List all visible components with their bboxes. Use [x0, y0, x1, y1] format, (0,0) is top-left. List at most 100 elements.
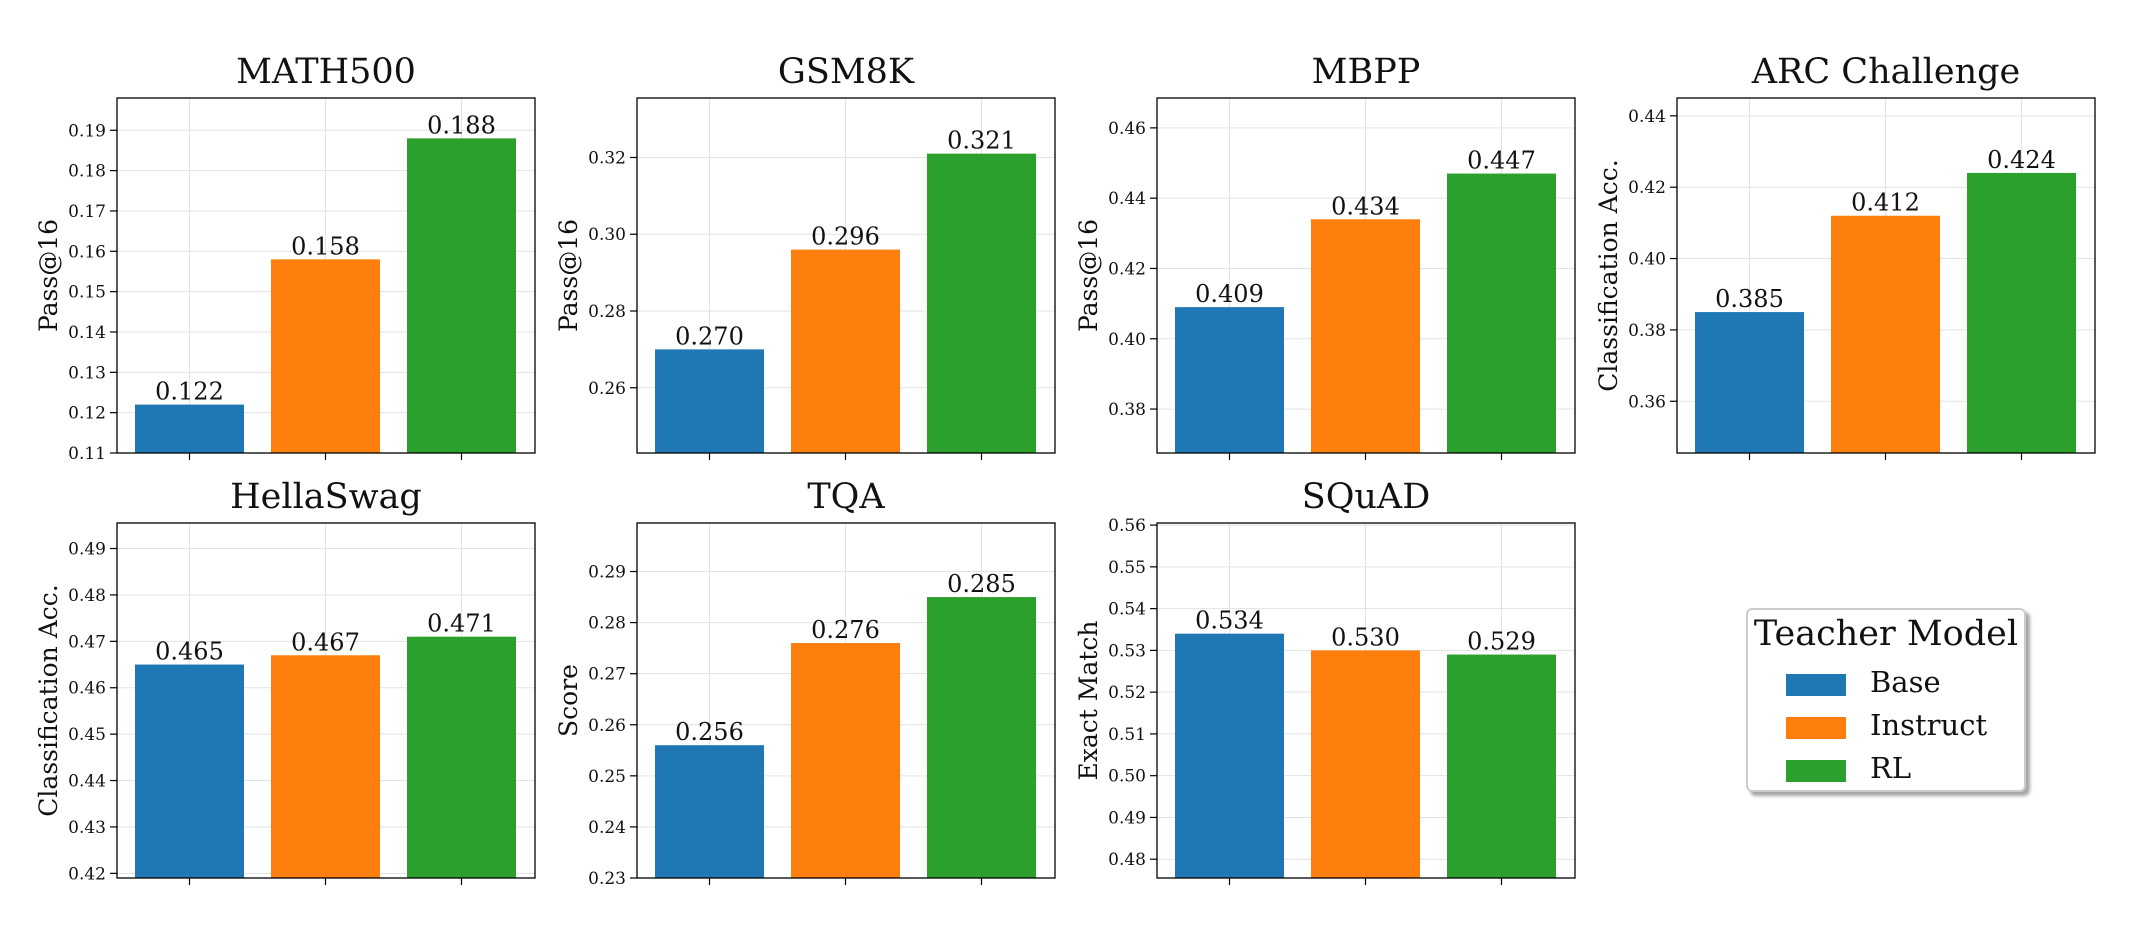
bar-value-label: 0.285 [947, 570, 1016, 598]
bar-value-label: 0.434 [1331, 192, 1400, 220]
bar-value-label: 0.471 [427, 610, 496, 638]
y-tick-label: 0.26 [588, 379, 626, 399]
y-tick-label: 0.46 [68, 679, 106, 699]
y-tick-label: 0.15 [68, 283, 106, 303]
bar-value-label: 0.409 [1195, 280, 1264, 308]
bar-rl [1447, 173, 1556, 453]
y-tick-label: 0.42 [1628, 178, 1666, 198]
y-tick-label: 0.19 [68, 121, 106, 141]
y-tick-label: 0.27 [588, 665, 626, 685]
bar-rl [927, 153, 1036, 453]
bar-rl [407, 138, 516, 453]
bar-base [135, 664, 244, 878]
y-tick-label: 0.17 [68, 202, 106, 222]
chart-title: ARC Challenge [1751, 52, 2020, 92]
bar-base [655, 349, 764, 453]
y-tick-label: 0.11 [68, 444, 106, 464]
bar-rl [407, 636, 516, 878]
y-tick-label: 0.48 [1108, 850, 1146, 870]
y-tick-label: 0.46 [1108, 119, 1146, 139]
y-tick-label: 0.25 [588, 767, 626, 787]
y-tick-label: 0.49 [1108, 808, 1146, 828]
legend-label-base: Base [1870, 665, 1941, 699]
y-tick-label: 0.44 [68, 772, 106, 792]
bar-value-label: 0.530 [1331, 623, 1400, 651]
bar-value-label: 0.447 [1467, 147, 1536, 175]
chart-math500: 0.11 0.12 0.13 0.14 0.15 0.16 0.17 0.18 0.19 0.12… [34, 52, 536, 464]
axes-frame [636, 522, 1056, 879]
y-tick-label: 0.53 [1108, 641, 1146, 661]
bar-value-label: 0.188 [427, 111, 496, 139]
bar-value-label: 0.465 [155, 638, 224, 666]
y-tick-label: 0.32 [588, 148, 626, 168]
bar-instruct [1311, 219, 1420, 453]
bar-instruct [1831, 215, 1940, 453]
y-tick-label: 0.28 [588, 302, 626, 322]
y-tick-label: 0.24 [588, 818, 626, 838]
y-tick-label: 0.16 [68, 242, 106, 262]
y-axis-label: Pass@16 [34, 219, 63, 332]
y-tick-label: 0.14 [68, 323, 106, 343]
bar-value-label: 0.321 [947, 127, 1016, 155]
y-tick-label: 0.42 [68, 864, 106, 884]
bar-value-label: 0.276 [811, 616, 880, 644]
y-tick-label: 0.52 [1108, 683, 1146, 703]
bar-instruct [791, 249, 900, 453]
y-tick-label: 0.45 [68, 725, 106, 745]
bar-value-label: 0.256 [675, 718, 744, 746]
bar-rl [1447, 654, 1556, 878]
bar-value-label: 0.385 [1715, 285, 1784, 313]
bar-value-label: 0.296 [811, 223, 880, 251]
bar-base [135, 404, 244, 453]
bar-instruct [271, 259, 380, 453]
y-tick-label: 0.40 [1108, 330, 1146, 350]
legend: Teacher Model Base Instruct RL [1746, 608, 2026, 792]
y-axis-label: Pass@16 [1074, 219, 1103, 332]
bar-value-label: 0.424 [1987, 146, 2056, 174]
chart-arc-challenge: 0.36 0.38 0.40 0.42 0.44 0.385 0.412 0.424 ARC C… [1594, 52, 2096, 460]
bar-rl [927, 597, 1036, 878]
legend-swatch-rl [1786, 760, 1846, 782]
bar-value-label: 0.412 [1851, 189, 1920, 217]
y-tick-label: 0.30 [588, 225, 626, 245]
y-tick-label: 0.43 [68, 818, 106, 838]
axes-frame [116, 97, 536, 454]
y-axis-label: Exact Match [1074, 621, 1103, 781]
bar-value-label: 0.534 [1195, 607, 1264, 635]
chart-title: TQA [807, 477, 885, 517]
chart-squad: 0.48 0.49 0.50 0.51 0.52 0.53 0.54 0.55 0.56 0.53… [1074, 477, 1576, 885]
y-tick-label: 0.40 [1628, 250, 1666, 270]
bar-value-label: 0.529 [1467, 628, 1536, 656]
chart-title: HellaSwag [230, 477, 422, 517]
y-axis-label: Classification Acc. [34, 584, 63, 816]
legend-label-rl: RL [1870, 751, 1912, 785]
axes-frame [1156, 97, 1576, 454]
chart-gsm8k: 0.26 0.28 0.30 0.32 0.270 0.296 0.321 GSM8K Pass… [554, 52, 1056, 460]
bar-base [1175, 633, 1284, 878]
legend-swatch-base [1786, 674, 1846, 696]
legend-title: Teacher Model [1753, 614, 2019, 654]
chart-hellaswag: 0.42 0.43 0.44 0.45 0.46 0.47 0.48 0.49 0.465 0.4… [34, 477, 536, 885]
y-tick-label: 0.29 [588, 563, 626, 583]
y-tick-label: 0.13 [68, 363, 106, 383]
bar-value-label: 0.158 [291, 232, 360, 260]
y-tick-label: 0.49 [68, 540, 106, 560]
y-tick-label: 0.44 [1108, 189, 1146, 209]
bar-value-label: 0.122 [155, 378, 224, 406]
y-tick-label: 0.54 [1108, 600, 1146, 620]
axes-frame [1156, 522, 1576, 879]
y-axis-label: Score [554, 664, 583, 737]
axes-frame [1676, 97, 2096, 454]
bar-value-label: 0.270 [675, 322, 744, 350]
legend-swatch-instruct [1786, 717, 1846, 739]
y-tick-label: 0.55 [1108, 558, 1146, 578]
chart-mbpp: 0.38 0.40 0.42 0.44 0.46 0.409 0.434 0.447 MBPP P… [1074, 52, 1576, 460]
y-tick-label: 0.36 [1628, 392, 1666, 412]
y-tick-label: 0.38 [1108, 400, 1146, 420]
axes-frame [116, 522, 536, 879]
y-tick-label: 0.18 [68, 162, 106, 182]
bar-base [655, 745, 764, 878]
bar-rl [1967, 172, 2076, 453]
